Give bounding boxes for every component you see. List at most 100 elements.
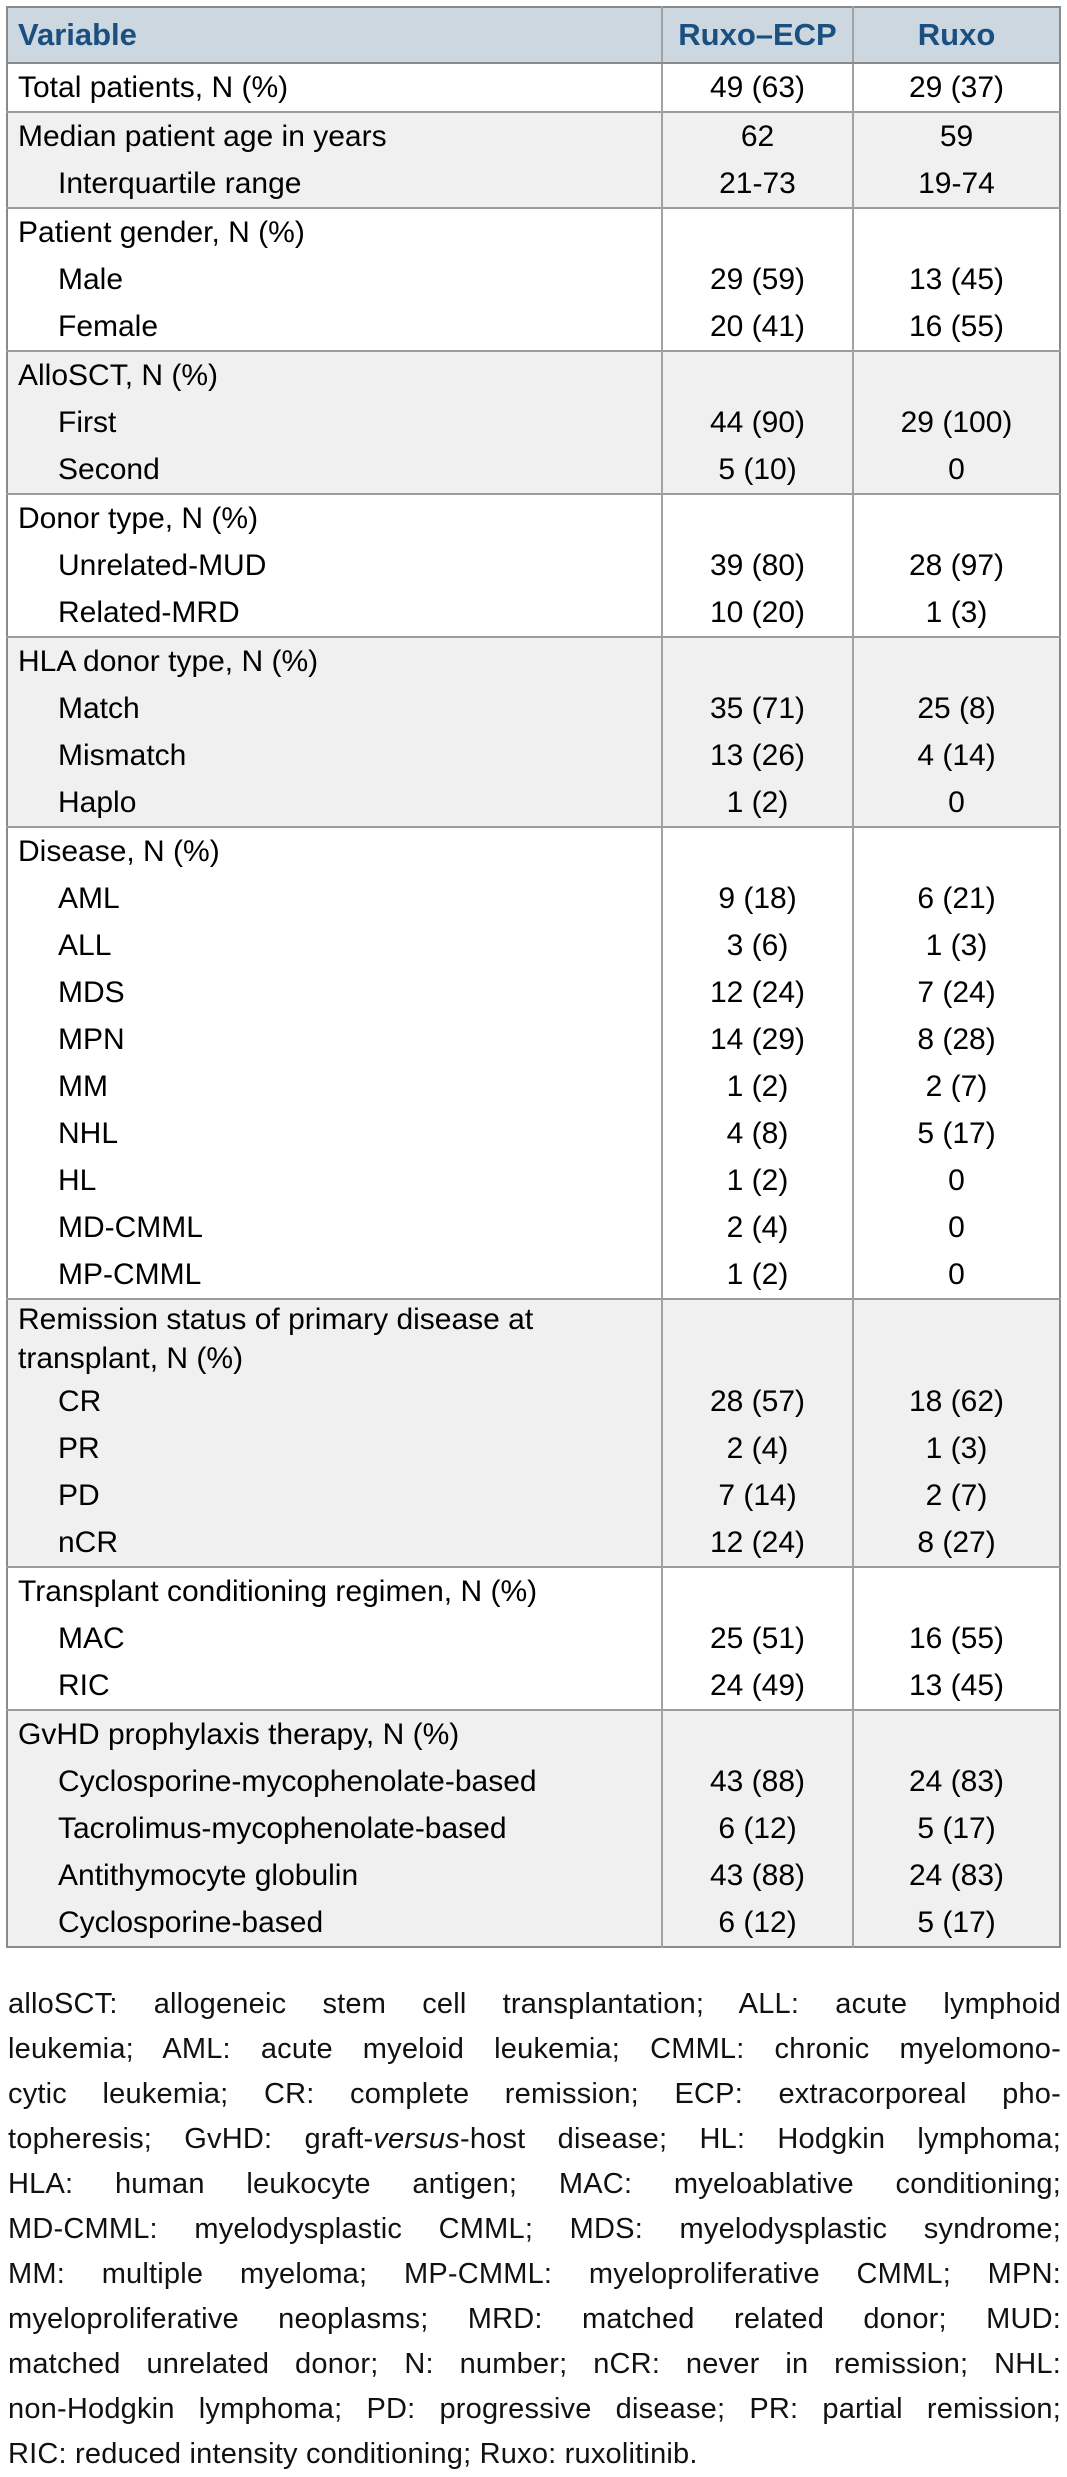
value-ruxo-ecp: 5 (10) bbox=[661, 446, 853, 494]
value-ruxo-ecp: 43 (88) bbox=[661, 1852, 853, 1899]
value-ruxo-ecp bbox=[661, 351, 853, 399]
value-ruxo-ecp bbox=[661, 208, 853, 256]
row-label: Disease, N (%) bbox=[7, 827, 662, 875]
footnote-text: matched unrelated donor; N: number; nCR:… bbox=[8, 2348, 1061, 2380]
footnote-line: alloSCT: allogeneic stem cell transplant… bbox=[8, 1982, 1061, 2027]
footnote-line: MD-CMML: myelodysplastic CMML; MDS: myel… bbox=[8, 2207, 1061, 2252]
footnote-line: leukemia; AML: acute myeloid leukemia; C… bbox=[8, 2027, 1061, 2072]
value-ruxo-ecp: 6 (12) bbox=[661, 1805, 853, 1852]
value-ruxo: 19-74 bbox=[852, 160, 1060, 208]
row-label: GvHD prophylaxis therapy, N (%) bbox=[7, 1710, 662, 1758]
table-row: MP-CMML 1 (2) 0 bbox=[7, 1251, 1060, 1299]
row-label: Male bbox=[7, 256, 662, 303]
table-row: Antithymocyte globulin 43 (88) 24 (83) bbox=[7, 1852, 1060, 1899]
value-ruxo bbox=[852, 1710, 1060, 1758]
value-ruxo: 16 (55) bbox=[852, 303, 1060, 351]
footnote-text: cytic leukemia; CR: complete remission; … bbox=[8, 2078, 1061, 2110]
table-row: MD-CMML 2 (4) 0 bbox=[7, 1204, 1060, 1251]
table-row: CR 28 (57) 18 (62) bbox=[7, 1378, 1060, 1425]
table-row: Mismatch 13 (26) 4 (14) bbox=[7, 732, 1060, 779]
row-label: HL bbox=[7, 1157, 662, 1204]
table-section: Donor type, N (%) Unrelated-MUD 39 (80) 28 … bbox=[7, 494, 1060, 637]
table-section: AlloSCT, N (%) First 44 (90) 29 (100) Second… bbox=[7, 351, 1060, 494]
value-ruxo-ecp: 20 (41) bbox=[661, 303, 853, 351]
value-ruxo-ecp: 13 (26) bbox=[661, 732, 853, 779]
table-row: Transplant conditioning regimen, N (%) bbox=[7, 1567, 1060, 1615]
table-row: AlloSCT, N (%) bbox=[7, 351, 1060, 399]
value-ruxo: 13 (45) bbox=[852, 1662, 1060, 1710]
row-label: Tacrolimus-mycophenolate-based bbox=[7, 1805, 662, 1852]
table-row: MPN 14 (29) 8 (28) bbox=[7, 1016, 1060, 1063]
value-ruxo: 29 (100) bbox=[852, 399, 1060, 446]
value-ruxo-ecp bbox=[661, 827, 853, 875]
value-ruxo-ecp bbox=[661, 1299, 853, 1378]
value-ruxo: 59 bbox=[852, 112, 1060, 160]
value-ruxo: 13 (45) bbox=[852, 256, 1060, 303]
footnote-line: RIC: reduced intensity conditioning; Rux… bbox=[8, 2432, 1061, 2477]
row-label: ALL bbox=[7, 922, 662, 969]
value-ruxo-ecp: 29 (59) bbox=[661, 256, 853, 303]
footnote-line: non-Hodgkin lymphoma; PD: progressive di… bbox=[8, 2387, 1061, 2432]
table-row: Haplo 1 (2) 0 bbox=[7, 779, 1060, 827]
row-label: MD-CMML bbox=[7, 1204, 662, 1251]
table-row: ALL 3 (6) 1 (3) bbox=[7, 922, 1060, 969]
row-label: CR bbox=[7, 1378, 662, 1425]
footnote-line: HLA: human leukocyte antigen; MAC: myelo… bbox=[8, 2162, 1061, 2207]
value-ruxo-ecp: 10 (20) bbox=[661, 589, 853, 637]
row-label: Remission status of primary disease at t… bbox=[7, 1299, 662, 1378]
value-ruxo: 1 (3) bbox=[852, 922, 1060, 969]
value-ruxo: 0 bbox=[852, 1251, 1060, 1299]
table-row: Unrelated-MUD 39 (80) 28 (97) bbox=[7, 542, 1060, 589]
value-ruxo: 8 (27) bbox=[852, 1519, 1060, 1567]
value-ruxo-ecp: 7 (14) bbox=[661, 1472, 853, 1519]
patient-characteristics-table: Variable Ruxo–ECP Ruxo Total patients, N… bbox=[6, 6, 1061, 1948]
row-label: MAC bbox=[7, 1615, 662, 1662]
table-row: Remission status of primary disease at t… bbox=[7, 1299, 1060, 1378]
value-ruxo: 7 (24) bbox=[852, 969, 1060, 1016]
table-section: GvHD prophylaxis therapy, N (%) Cyclospor… bbox=[7, 1710, 1060, 1947]
footnote-line: MM: multiple myeloma; MP-CMML: myeloprol… bbox=[8, 2252, 1061, 2297]
value-ruxo-ecp bbox=[661, 1710, 853, 1758]
row-label: Cyclosporine-based bbox=[7, 1899, 662, 1947]
table-row: NHL 4 (8) 5 (17) bbox=[7, 1110, 1060, 1157]
table-row: Total patients, N (%) 49 (63) 29 (37) bbox=[7, 63, 1060, 112]
value-ruxo-ecp: 49 (63) bbox=[661, 63, 853, 112]
value-ruxo-ecp bbox=[661, 637, 853, 685]
value-ruxo: 0 bbox=[852, 779, 1060, 827]
table-row: Donor type, N (%) bbox=[7, 494, 1060, 542]
value-ruxo-ecp: 39 (80) bbox=[661, 542, 853, 589]
value-ruxo-ecp: 1 (2) bbox=[661, 1251, 853, 1299]
table-section: Transplant conditioning regimen, N (%) MA… bbox=[7, 1567, 1060, 1710]
abbreviations-footnote: alloSCT: allogeneic stem cell transplant… bbox=[8, 1982, 1061, 2477]
footnote-text: HLA: human leukocyte antigen; MAC: myelo… bbox=[8, 2168, 1061, 2200]
value-ruxo-ecp: 9 (18) bbox=[661, 875, 853, 922]
table-row: Related-MRD 10 (20) 1 (3) bbox=[7, 589, 1060, 637]
value-ruxo-ecp: 2 (4) bbox=[661, 1204, 853, 1251]
row-label: Transplant conditioning regimen, N (%) bbox=[7, 1567, 662, 1615]
row-label: MDS bbox=[7, 969, 662, 1016]
value-ruxo-ecp: 4 (8) bbox=[661, 1110, 853, 1157]
table-row: Disease, N (%) bbox=[7, 827, 1060, 875]
value-ruxo-ecp: 12 (24) bbox=[661, 969, 853, 1016]
value-ruxo-ecp: 62 bbox=[661, 112, 853, 160]
value-ruxo-ecp: 43 (88) bbox=[661, 1758, 853, 1805]
value-ruxo: 1 (3) bbox=[852, 1425, 1060, 1472]
value-ruxo bbox=[852, 827, 1060, 875]
footnote-line: matched unrelated donor; N: number; nCR:… bbox=[8, 2342, 1061, 2387]
value-ruxo-ecp: 1 (2) bbox=[661, 1063, 853, 1110]
table-row: Female 20 (41) 16 (55) bbox=[7, 303, 1060, 351]
table-row: First 44 (90) 29 (100) bbox=[7, 399, 1060, 446]
value-ruxo: 5 (17) bbox=[852, 1899, 1060, 1947]
footnote-text: myeloproliferative neoplasms; MRD: match… bbox=[8, 2303, 1061, 2335]
table-row: HLA donor type, N (%) bbox=[7, 637, 1060, 685]
header-row: Variable Ruxo–ECP Ruxo bbox=[7, 7, 1060, 64]
value-ruxo: 24 (83) bbox=[852, 1758, 1060, 1805]
row-label: Haplo bbox=[7, 779, 662, 827]
footnote-italic-versus: versus bbox=[373, 2123, 460, 2155]
value-ruxo-ecp: 3 (6) bbox=[661, 922, 853, 969]
row-label: AML bbox=[7, 875, 662, 922]
table-section: Patient gender, N (%) Male 29 (59) 13 (45) F… bbox=[7, 208, 1060, 351]
table-row: Interquartile range 21-73 19-74 bbox=[7, 160, 1060, 208]
table-section: Median patient age in years 62 59 Interquar… bbox=[7, 112, 1060, 208]
value-ruxo: 18 (62) bbox=[852, 1378, 1060, 1425]
